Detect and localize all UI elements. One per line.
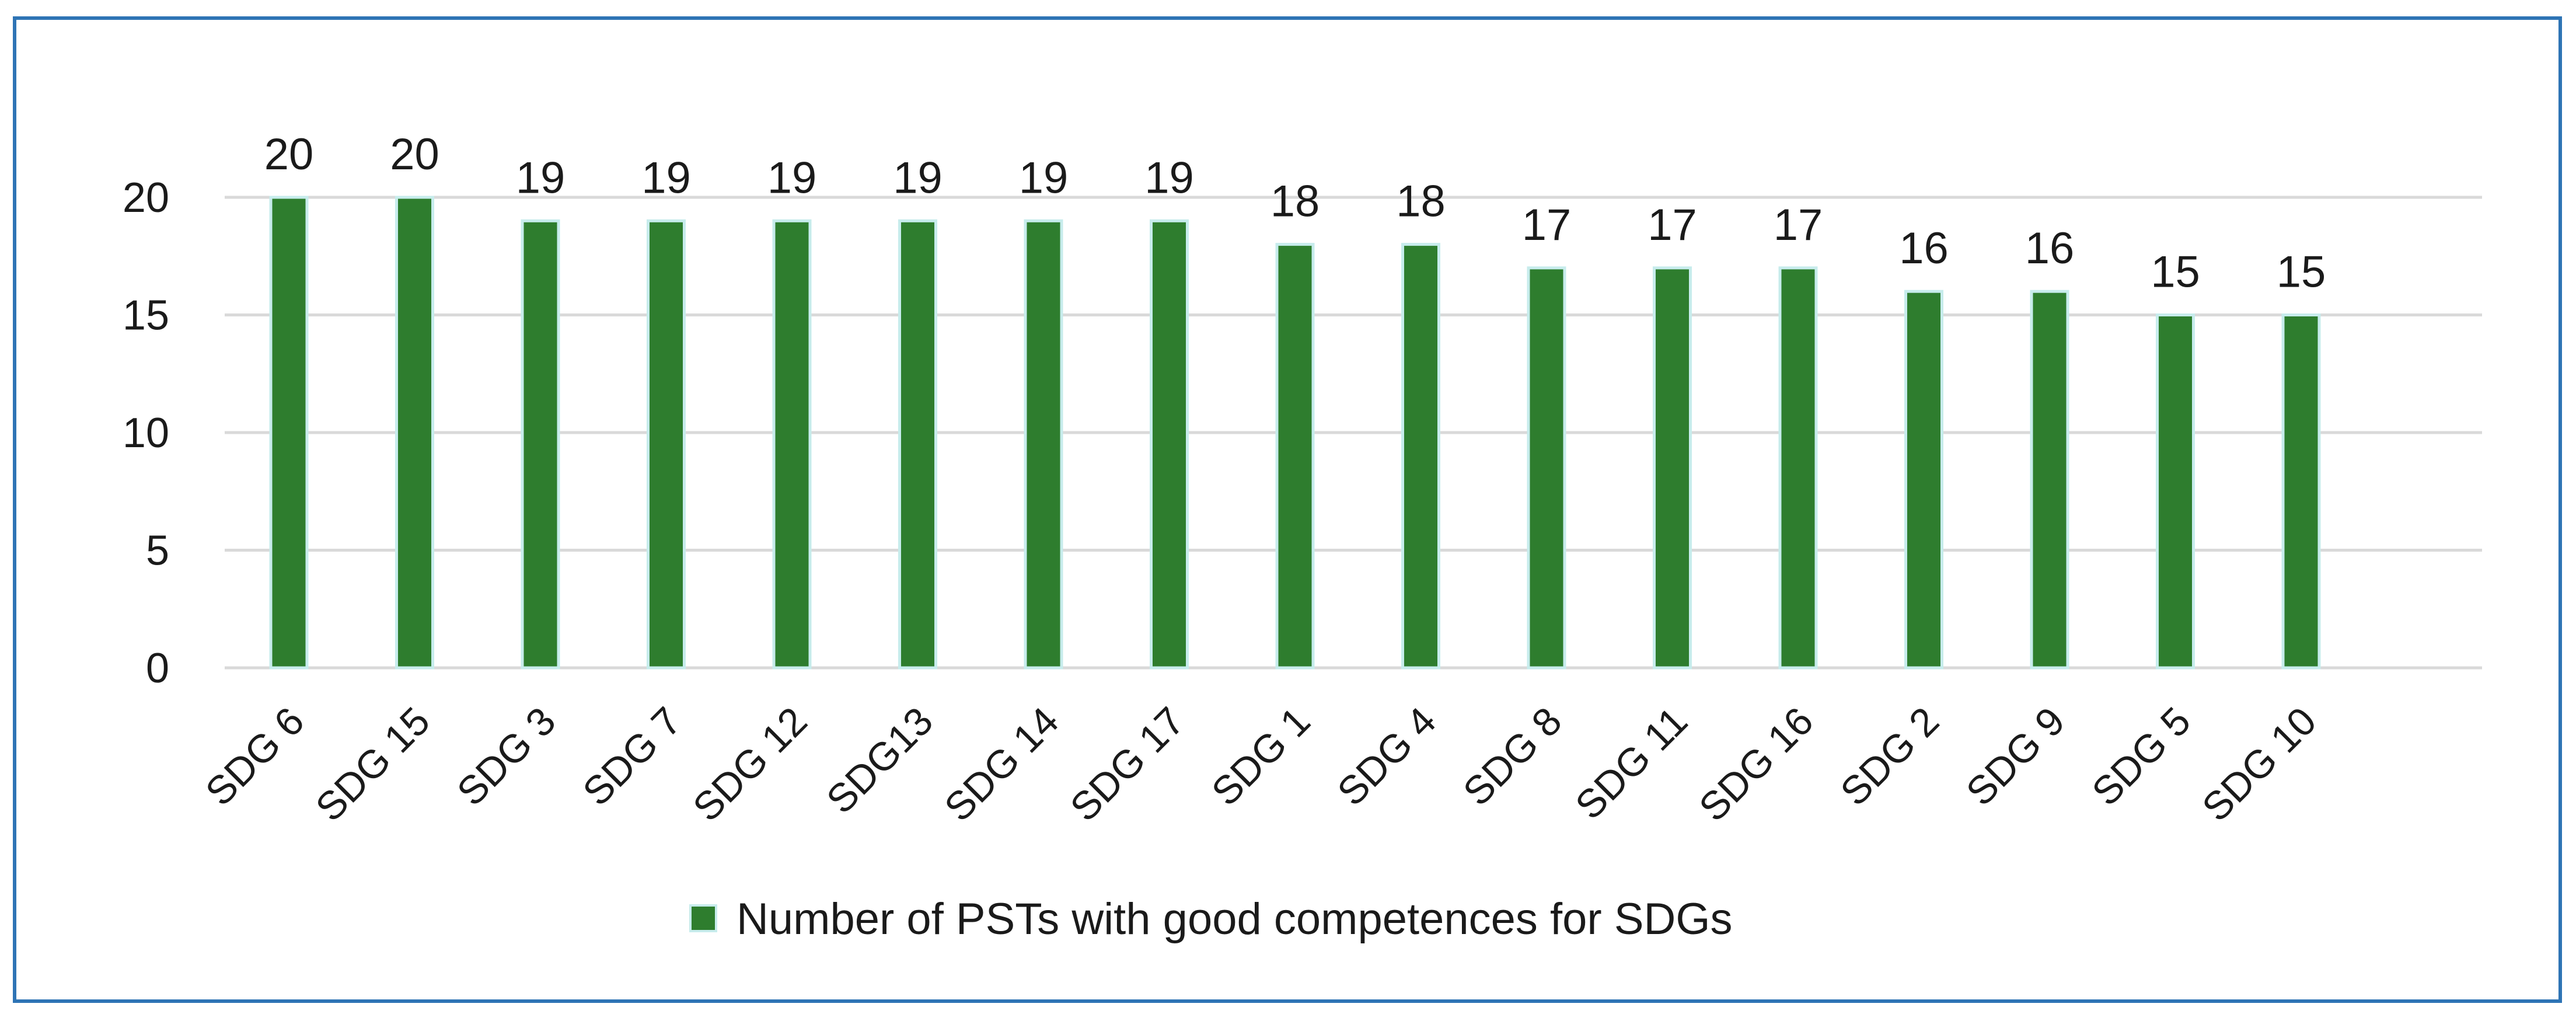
legend-label: Number of PSTs with good competences for… xyxy=(737,894,1733,944)
bar xyxy=(1401,243,1440,670)
y-tick-label: 10 xyxy=(123,410,169,457)
data-label: 18 xyxy=(1270,177,1320,226)
x-tick-label: SDG 12 xyxy=(685,699,816,830)
bar xyxy=(2156,313,2195,670)
data-label: 17 xyxy=(1522,200,1572,250)
x-tick-label: SDG 5 xyxy=(2083,699,2199,814)
bar xyxy=(647,219,686,670)
legend: Number of PSTs with good competences for… xyxy=(689,894,1733,944)
data-label: 15 xyxy=(2277,248,2326,297)
x-tick-label: SDG 16 xyxy=(1691,699,1822,830)
bar xyxy=(521,219,560,670)
x-tick-label: SDG 9 xyxy=(1958,699,2074,814)
y-tick-label: 15 xyxy=(123,292,169,339)
bar xyxy=(1275,243,1315,670)
y-axis-ticks: 0 5 10 15 20 xyxy=(123,175,169,692)
data-label: 17 xyxy=(1647,200,1697,250)
data-label: 15 xyxy=(2151,248,2200,297)
data-label: 19 xyxy=(893,153,943,203)
data-label: 16 xyxy=(2025,224,2075,273)
bar xyxy=(1150,219,1189,670)
x-tick-label: SDG 7 xyxy=(574,699,690,814)
x-tick-label: SDG 14 xyxy=(936,699,1067,830)
bar xyxy=(2030,290,2069,670)
x-tick-label: SDG13 xyxy=(818,699,941,822)
data-labels: 20 20 19 19 19 19 19 19 18 18 17 17 17 16 16 15 15 xyxy=(264,130,2326,297)
bar xyxy=(898,219,937,670)
bar xyxy=(1904,290,1943,670)
data-label: 17 xyxy=(1774,200,1823,250)
data-label: 19 xyxy=(767,153,817,203)
bar xyxy=(1024,219,1063,670)
x-tick-label: SDG 2 xyxy=(1832,699,1947,814)
bar xyxy=(1778,266,1818,670)
data-label: 20 xyxy=(390,130,439,179)
y-tick-label: 0 xyxy=(146,645,169,692)
x-tick-label: SDG 15 xyxy=(307,699,438,830)
bar xyxy=(2281,313,2321,670)
data-label: 19 xyxy=(641,153,691,203)
data-label: 20 xyxy=(264,130,314,179)
data-label: 19 xyxy=(516,153,566,203)
data-label: 16 xyxy=(1899,224,1949,273)
x-tick-label: SDG 6 xyxy=(197,699,313,814)
legend-swatch xyxy=(689,904,717,932)
x-tick-label: SDG 17 xyxy=(1062,699,1193,830)
gridlines xyxy=(225,196,2482,670)
data-label: 19 xyxy=(1144,153,1194,203)
y-tick-label: 20 xyxy=(123,175,169,221)
bars xyxy=(269,196,2321,670)
bar xyxy=(1653,266,1692,670)
bar xyxy=(772,219,812,670)
y-tick-label: 5 xyxy=(146,528,169,574)
x-tick-label: SDG 1 xyxy=(1203,699,1319,814)
x-tick-label: SDG 3 xyxy=(449,699,564,814)
x-tick-label: SDG 11 xyxy=(1567,699,1696,828)
bar xyxy=(1527,266,1566,670)
data-label: 19 xyxy=(1019,153,1069,203)
bar xyxy=(395,196,434,670)
x-tick-label: SDG 4 xyxy=(1329,699,1444,814)
x-tick-label: SDG 8 xyxy=(1455,699,1570,814)
x-tick-label: SDG 10 xyxy=(2194,699,2325,830)
bar xyxy=(269,196,309,670)
data-label: 18 xyxy=(1396,177,1446,226)
